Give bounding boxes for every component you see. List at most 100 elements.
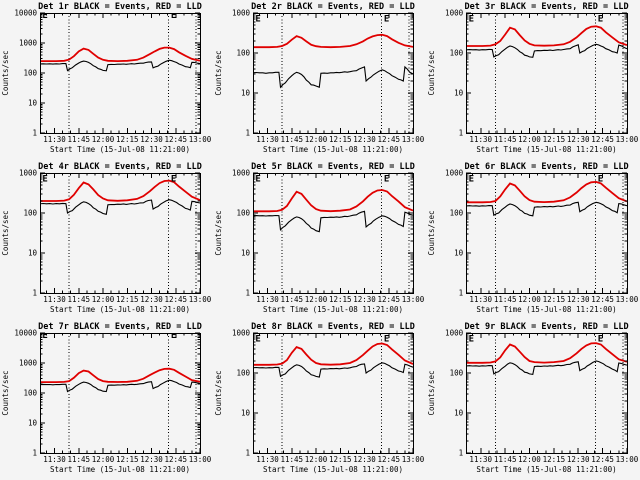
x-axis-title: Start Time (15-Jul-08 11:21:00) (50, 305, 190, 314)
lld-series-line (253, 342, 414, 366)
x-tick-label: 12:30 (567, 135, 590, 144)
x-tick-label: 13:00 (616, 455, 639, 464)
y-tick-label: 1000 (19, 169, 38, 178)
x-tick-label: 12:45 (591, 455, 614, 464)
x-axis-title: Start Time (15-Jul-08 11:21:00) (50, 465, 190, 474)
eclipse-marker: E (42, 11, 47, 21)
x-tick-label: 12:15 (329, 135, 352, 144)
y-axis-title: Counts/sec (214, 50, 223, 95)
y-axis-title: Counts/sec (1, 370, 10, 415)
y-tick-label: 1000 (232, 9, 251, 18)
eclipse-marker: E (384, 335, 389, 345)
eclipse-marker: E (598, 335, 603, 345)
lld-series-line (466, 25, 628, 47)
panel-title: Det 5r BLACK = Events, RED = LLD (251, 162, 415, 172)
plot-frame (253, 173, 414, 294)
x-axis-title: Start Time (15-Jul-08 11:21:00) (263, 145, 403, 154)
panel-title: Det 1r BLACK = Events, RED = LLD (38, 2, 202, 12)
y-tick-label: 1000 (19, 359, 38, 368)
panel-det-8r: E E 11:30 11:45 12:00 12:15 12:30 12:45 13:00 1 10… (213, 320, 426, 480)
x-tick-label: 11:30 (256, 455, 279, 464)
x-tick-label: 12:30 (353, 295, 376, 304)
detector-rate-chart: E E 11:30 11:45 12:00 12:15 12:30 12:45 13:00 1 10… (1, 322, 212, 474)
panel-det-2r: E E 11:30 11:45 12:00 12:15 12:30 12:45 13:00 1 10… (213, 0, 426, 160)
x-tick-label: 11:45 (281, 295, 304, 304)
y-tick-label: 1 (459, 129, 464, 138)
y-tick-label: 1000 (232, 169, 251, 178)
eclipse-marker: E (469, 15, 474, 25)
y-tick-label: 100 (450, 209, 464, 218)
detector-rate-chart: E E 11:30 11:45 12:00 12:15 12:30 12:45 13:00 1 10… (214, 2, 425, 154)
x-tick-label: 12:00 (305, 295, 328, 304)
eclipse-marker: E (255, 175, 260, 185)
x-tick-label: 12:30 (353, 455, 376, 464)
plot-frame (40, 173, 201, 294)
y-tick-label: 10 (28, 419, 38, 428)
panel-title: Det 3r BLACK = Events, RED = LLD (464, 2, 628, 12)
panel-det-6r: E E 11:30 11:45 12:00 12:15 12:30 12:45 13:00 1 10… (426, 160, 640, 320)
panel-det-7r: E E 11:30 11:45 12:00 12:15 12:30 12:45 13:00 1 10… (0, 320, 213, 480)
x-tick-label: 12:00 (92, 455, 115, 464)
x-tick-label: 13:00 (189, 295, 212, 304)
x-axis-title: Start Time (15-Jul-08 11:21:00) (263, 305, 403, 314)
events-series-line (40, 199, 201, 215)
x-tick-label: 11:45 (494, 455, 517, 464)
detector-rate-chart: E E 11:30 11:45 12:00 12:15 12:30 12:45 13:00 1 10… (1, 2, 212, 154)
events-series-line (253, 362, 414, 378)
y-tick-label: 1 (32, 449, 37, 458)
plot-frame (466, 173, 628, 294)
lld-series-line (466, 342, 628, 364)
eclipse-marker: E (171, 11, 176, 21)
events-series-line (466, 360, 628, 376)
x-tick-label: 12:00 (92, 295, 115, 304)
x-tick-label: 11:45 (68, 295, 91, 304)
y-tick-label: 1 (32, 129, 37, 138)
x-tick-label: 11:30 (43, 295, 66, 304)
y-tick-label: 10 (241, 409, 251, 418)
y-tick-label: 100 (23, 389, 37, 398)
x-tick-label: 11:45 (281, 135, 304, 144)
eclipse-marker: E (42, 331, 47, 341)
detector-rate-chart: E E 11:30 11:45 12:00 12:15 12:30 12:45 13:00 1 10… (427, 2, 639, 154)
y-tick-label: 100 (236, 209, 250, 218)
plot-frame (466, 13, 628, 134)
y-tick-label: 1000 (232, 329, 251, 338)
x-tick-label: 12:30 (567, 295, 590, 304)
x-tick-label: 13:00 (402, 135, 425, 144)
eclipse-marker: E (171, 331, 176, 341)
detector-rate-chart: E E 11:30 11:45 12:00 12:15 12:30 12:45 13:00 1 10… (1, 162, 212, 314)
detector-rate-chart: E E 11:30 11:45 12:00 12:15 12:30 12:45 13:00 1 10… (427, 322, 639, 474)
y-axis-title: Counts/sec (214, 210, 223, 255)
y-tick-label: 1 (245, 289, 250, 298)
panel-det-9r: E E 11:30 11:45 12:00 12:15 12:30 12:45 13:00 1 10… (426, 320, 640, 480)
x-tick-label: 12:45 (378, 455, 401, 464)
x-tick-label: 11:30 (256, 135, 279, 144)
x-tick-label: 11:30 (469, 295, 492, 304)
y-tick-label: 100 (23, 69, 37, 78)
x-axis-title: Start Time (15-Jul-08 11:21:00) (476, 305, 616, 314)
y-tick-label: 1 (459, 449, 464, 458)
eclipse-marker: E (255, 15, 260, 25)
x-tick-label: 12:45 (165, 295, 188, 304)
y-tick-label: 100 (450, 369, 464, 378)
x-tick-label: 12:00 (92, 135, 115, 144)
x-tick-label: 11:30 (43, 135, 66, 144)
x-axis-title: Start Time (15-Jul-08 11:21:00) (476, 465, 616, 474)
plot-frame (40, 13, 201, 134)
y-tick-label: 1000 (19, 39, 38, 48)
panel-title: Det 6r BLACK = Events, RED = LLD (464, 162, 628, 172)
y-axis-title: Counts/sec (427, 210, 436, 255)
x-axis-title: Start Time (15-Jul-08 11:21:00) (50, 145, 190, 154)
plot-frame (466, 333, 628, 454)
y-tick-label: 1000 (445, 329, 464, 338)
panel-title: Det 4r BLACK = Events, RED = LLD (38, 162, 202, 172)
x-tick-label: 12:15 (543, 455, 566, 464)
y-axis-title: Counts/sec (214, 370, 223, 415)
y-tick-label: 100 (236, 49, 250, 58)
x-tick-label: 12:30 (140, 135, 163, 144)
y-tick-label: 1 (32, 289, 37, 298)
lld-series-line (40, 46, 201, 63)
y-tick-label: 1000 (445, 169, 464, 178)
x-tick-label: 13:00 (402, 295, 425, 304)
